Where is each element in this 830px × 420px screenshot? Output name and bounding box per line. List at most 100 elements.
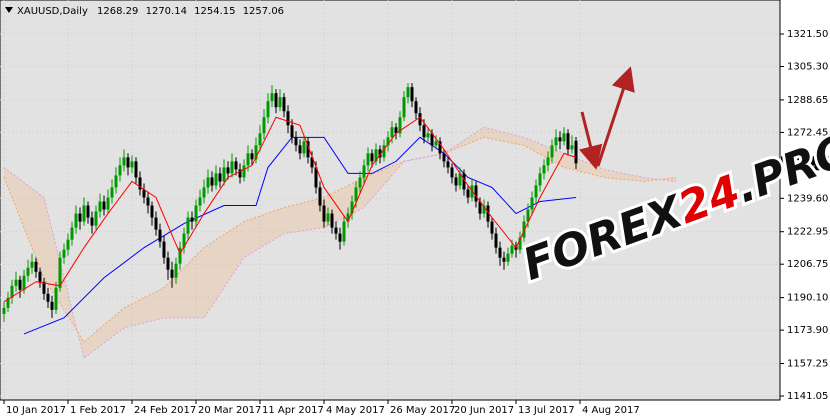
candle-body bbox=[394, 127, 398, 134]
candle-body bbox=[150, 205, 154, 218]
y-tick-label: 1288.65 bbox=[787, 95, 828, 106]
candle-body bbox=[170, 269, 174, 278]
candle-body bbox=[10, 285, 14, 298]
candle-body bbox=[406, 87, 410, 98]
candle-body bbox=[498, 247, 502, 258]
candle-body bbox=[326, 213, 330, 222]
cloud-fill bbox=[4, 127, 676, 358]
candle-body bbox=[246, 153, 250, 166]
candle-body bbox=[58, 257, 62, 288]
candle-body bbox=[18, 279, 22, 290]
candle-body bbox=[46, 293, 50, 302]
candle-body bbox=[202, 187, 206, 198]
candle-body bbox=[230, 161, 234, 174]
candle-body bbox=[558, 137, 562, 142]
candle-body bbox=[242, 165, 246, 178]
candle-body bbox=[574, 140, 578, 164]
candle-body bbox=[370, 153, 374, 162]
candle-body bbox=[430, 133, 434, 146]
candle-body bbox=[538, 173, 542, 186]
candle-body bbox=[118, 165, 122, 176]
candle-body bbox=[102, 201, 106, 210]
candle-body bbox=[66, 239, 70, 250]
candle-body bbox=[138, 177, 142, 190]
candle-body bbox=[22, 275, 26, 290]
candle-body bbox=[282, 97, 286, 112]
candle-body bbox=[126, 157, 130, 168]
candle-body bbox=[414, 101, 418, 114]
header-high: 1270.14 bbox=[146, 6, 187, 17]
candle-body bbox=[218, 173, 222, 182]
candle-body bbox=[342, 221, 346, 242]
candle-body bbox=[566, 133, 570, 150]
candle-body bbox=[398, 117, 402, 134]
candle-body bbox=[198, 197, 202, 206]
candle-body bbox=[402, 97, 406, 118]
candle-body bbox=[82, 205, 86, 222]
y-tick-label: 1272.45 bbox=[787, 127, 828, 138]
chart-header: XAUUSD,Daily 1268.29 1270.14 1254.15 125… bbox=[17, 6, 284, 17]
candle-body bbox=[206, 177, 210, 188]
candle-body bbox=[510, 245, 514, 254]
candle-body bbox=[486, 205, 490, 222]
down-arrow bbox=[578, 111, 603, 170]
y-tick-label: 1173.90 bbox=[787, 325, 828, 336]
x-tick-label: 20 Jun 2017 bbox=[454, 405, 514, 416]
candle-body bbox=[434, 141, 438, 146]
candle-body bbox=[194, 205, 198, 222]
up-arrow bbox=[596, 66, 635, 167]
candle-body bbox=[518, 237, 522, 250]
candle-body bbox=[262, 117, 266, 134]
candle-body bbox=[90, 217, 94, 226]
candle-body bbox=[86, 205, 90, 218]
candle-body bbox=[274, 93, 278, 108]
y-tick-label: 1206.75 bbox=[787, 259, 828, 270]
candle-body bbox=[474, 185, 478, 202]
candle-body bbox=[2, 307, 6, 314]
candle-body bbox=[178, 247, 182, 264]
candle-body bbox=[330, 213, 334, 228]
candle-body bbox=[318, 187, 322, 206]
candle-body bbox=[290, 125, 294, 138]
candle-body bbox=[158, 229, 162, 242]
candle-body bbox=[426, 133, 430, 138]
candle-body bbox=[162, 241, 166, 258]
candle-body bbox=[214, 173, 218, 186]
candle-body bbox=[134, 161, 138, 178]
candle-body bbox=[454, 177, 458, 186]
candle-body bbox=[502, 257, 506, 262]
x-tick-label: 4 Aug 2017 bbox=[582, 405, 640, 416]
candle-body bbox=[450, 167, 454, 178]
candle-body bbox=[298, 145, 302, 154]
candle-body bbox=[362, 165, 366, 178]
symbol: XAUUSD,Daily bbox=[17, 6, 88, 17]
candle-body bbox=[154, 217, 158, 230]
candle-body bbox=[442, 153, 446, 162]
candle-body bbox=[494, 233, 498, 248]
candle-body bbox=[446, 161, 450, 168]
candle-body bbox=[270, 93, 274, 102]
candle-body bbox=[250, 153, 254, 160]
candle-body bbox=[70, 227, 74, 240]
candle-body bbox=[534, 185, 538, 198]
candle-body bbox=[350, 201, 354, 214]
symbol-icon bbox=[5, 7, 13, 13]
y-tick-label: 1239.60 bbox=[787, 193, 828, 204]
candle-body bbox=[358, 177, 362, 188]
y-tick-label: 1190.10 bbox=[787, 293, 828, 304]
candle-body bbox=[306, 141, 310, 158]
candle-body bbox=[238, 169, 242, 178]
y-tick-label: 1141.05 bbox=[787, 391, 828, 402]
candle-body bbox=[378, 149, 382, 158]
candle-body bbox=[166, 257, 170, 270]
candle-body bbox=[62, 249, 66, 258]
plot-area bbox=[0, 0, 781, 401]
y-tick-label: 1305.30 bbox=[787, 62, 828, 73]
candle-body bbox=[26, 267, 30, 276]
x-tick-label: 26 May 2017 bbox=[390, 405, 455, 416]
candle-body bbox=[50, 301, 54, 310]
candle-body bbox=[94, 211, 98, 226]
candle-body bbox=[570, 145, 574, 150]
candle-body bbox=[346, 213, 350, 222]
